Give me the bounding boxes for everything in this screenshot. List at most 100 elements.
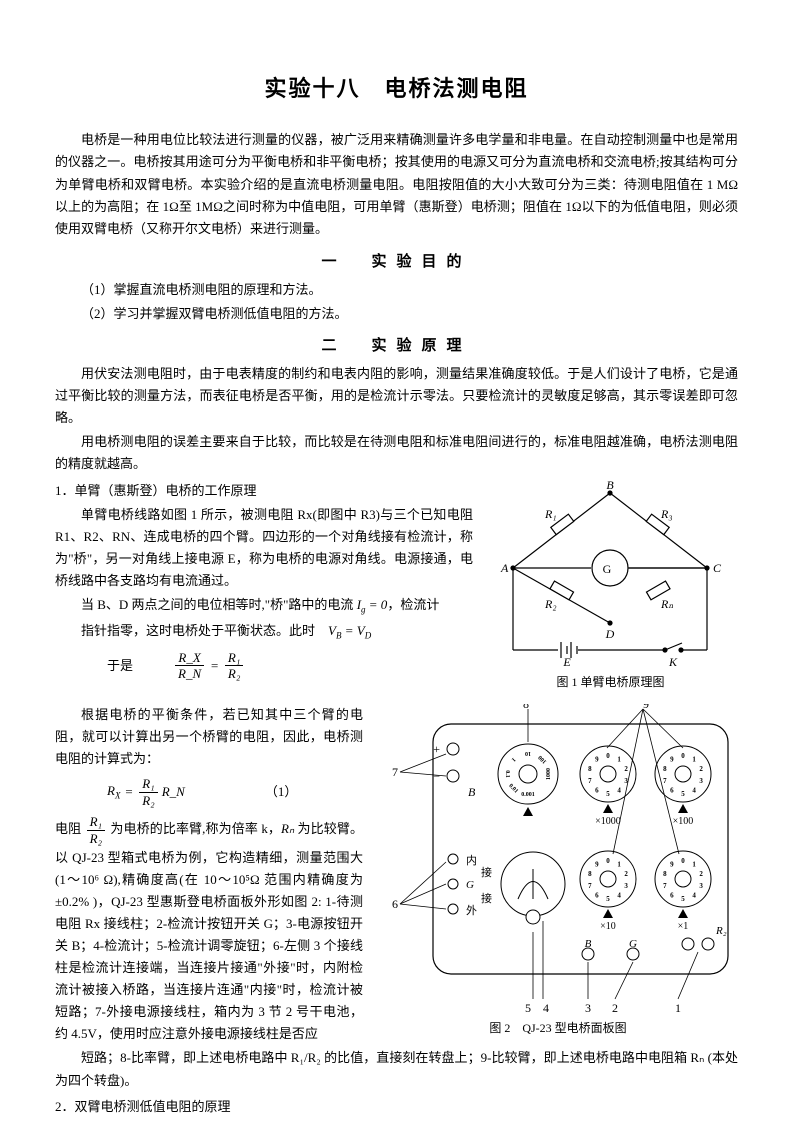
svg-text:R₂: R₂ [544,597,557,611]
svg-text:R₁: R₁ [544,507,557,521]
svg-text:7: 7 [588,882,592,890]
svg-text:3: 3 [585,1001,591,1014]
svg-text:10: 10 [525,750,531,756]
svg-text:0.1: 0.1 [504,770,510,778]
svg-text:2: 2 [624,765,628,773]
svg-text:2: 2 [612,1001,618,1014]
figure-2-caption: 图 2 QJ-23 型电桥面板图 [378,1018,738,1038]
svg-text:K: K [668,655,678,668]
svg-text:B: B [468,785,476,799]
svg-text:R₃: R₃ [660,507,673,521]
svg-text:×1: ×1 [678,921,689,932]
svg-text:B: B [606,478,614,492]
svg-text:7: 7 [663,882,667,890]
formula-ig: Ig = 0 [357,597,388,612]
figure-1: G A B C D E K R₁ R₃ R₂ Rₙ 图 1 单臂电桥原理图 [483,478,738,692]
svg-text:8: 8 [588,765,592,773]
svg-text:Rₙ: Rₙ [660,597,674,611]
formula-rx: RX = R₁R₂ R_N （1） [55,776,363,808]
svg-text:G: G [629,938,637,950]
svg-text:9: 9 [595,861,599,869]
figure-2: + − B 0.0010.010.11101001000 01234567890… [378,704,738,1048]
svg-text:+: + [433,742,440,756]
svg-text:6: 6 [595,786,599,794]
svg-text:3: 3 [699,777,703,785]
principle-p1: 用伏安法测电阻时，由于电表精度的制约和电表内阻的影响，测量结果准确度较低。于是人… [55,363,738,429]
svg-text:1000: 1000 [546,768,552,780]
svg-text:2: 2 [699,765,703,773]
svg-text:C: C [713,561,722,575]
svg-text:4: 4 [617,786,621,794]
svg-text:D: D [605,627,615,641]
svg-text:9: 9 [670,861,674,869]
svg-text:×10: ×10 [600,921,616,932]
svg-text:5: 5 [606,895,610,903]
svg-text:接: 接 [481,892,492,905]
svg-text:2: 2 [624,870,628,878]
svg-text:4: 4 [692,891,696,899]
principle-p6: 根据电桥的平衡条件，若已知其中三个臂的电阻，就可以计算出另一个桥臂的电阻，因此，… [55,704,363,770]
svg-text:0: 0 [606,857,610,865]
qj23-panel-diagram: + − B 0.0010.010.11101001000 01234567890… [378,704,738,1014]
section-2-header: 二 实验原理 [55,334,738,360]
figure-1-caption: 图 1 单臂电桥原理图 [483,672,738,692]
principle-p8: 短路；8-比率臂，即上述电桥电路中 R₁/R₂ 的比值，直接刻在转盘上；9-比较… [55,1047,738,1091]
svg-text:6: 6 [670,891,674,899]
svg-text:5: 5 [681,895,685,903]
svg-text:4: 4 [692,786,696,794]
svg-text:9: 9 [643,704,649,711]
svg-text:1: 1 [692,861,696,869]
svg-text:5: 5 [681,790,685,798]
svg-text:3: 3 [624,882,628,890]
svg-text:6: 6 [670,786,674,794]
svg-text:外: 外 [466,904,477,917]
left-column: 根据电桥的平衡条件，若已知其中三个臂的电阻，就可以计算出另一个桥臂的电阻，因此，… [55,704,363,1048]
svg-text:G: G [466,879,474,891]
svg-text:7: 7 [588,777,592,785]
subheading-2: 2．双臂电桥测低值电阻的原理 [55,1096,738,1118]
formula-ratio: 于是 R_XR_N = R₁R₂ [55,650,473,682]
objective-2: （2）学习并掌握双臂电桥测低值电阻的方法。 [55,303,738,325]
svg-text:1: 1 [617,756,621,764]
svg-text:0.001: 0.001 [521,792,535,798]
svg-text:8: 8 [663,765,667,773]
principle-p2: 用电桥测电阻的误差主要来自于比较，而比较是在待测电阻和标准电阻间进行的，标准电阻… [55,431,738,475]
objective-1: （1）掌握直流电桥测电阻的原理和方法。 [55,279,738,301]
svg-text:×100: ×100 [673,816,694,827]
svg-text:1: 1 [675,1001,681,1014]
svg-text:接: 接 [481,866,492,879]
svg-text:8: 8 [523,704,529,711]
svg-text:−: − [433,769,440,783]
svg-text:9: 9 [670,756,674,764]
svg-text:1: 1 [617,861,621,869]
svg-text:3: 3 [699,882,703,890]
svg-text:×1000: ×1000 [595,816,621,827]
svg-text:1: 1 [692,756,696,764]
svg-text:0: 0 [606,752,610,760]
svg-text:8: 8 [663,870,667,878]
svg-text:6: 6 [392,897,398,911]
svg-text:E: E [562,655,571,668]
svg-text:4: 4 [617,891,621,899]
svg-text:0: 0 [681,857,685,865]
svg-text:7: 7 [392,765,398,779]
svg-text:0: 0 [681,752,685,760]
principle-p7: 电阻 R₁R₂ 为电桥的比率臂,称为倍率 k，Rₙ 为比较臂。以 QJ-23 型… [55,814,363,1045]
page-title: 实验十八 电桥法测电阻 [55,70,738,107]
svg-text:R₂: R₂ [715,925,727,937]
svg-text:8: 8 [588,870,592,878]
svg-text:7: 7 [663,777,667,785]
wheatstone-bridge-diagram: G A B C D E K R₁ R₃ R₂ Rₙ [483,478,738,668]
svg-text:2: 2 [699,870,703,878]
svg-text:A: A [500,561,509,575]
svg-text:5: 5 [606,790,610,798]
section-1-header: 一 实验目的 [55,250,738,276]
svg-text:4: 4 [543,1001,549,1014]
svg-text:6: 6 [595,891,599,899]
svg-text:G: G [603,562,612,576]
svg-text:5: 5 [525,1001,531,1014]
svg-text:内: 内 [466,853,477,867]
svg-text:B: B [585,938,592,950]
formula-vbd: VB = VD [328,623,371,638]
svg-text:9: 9 [595,756,599,764]
